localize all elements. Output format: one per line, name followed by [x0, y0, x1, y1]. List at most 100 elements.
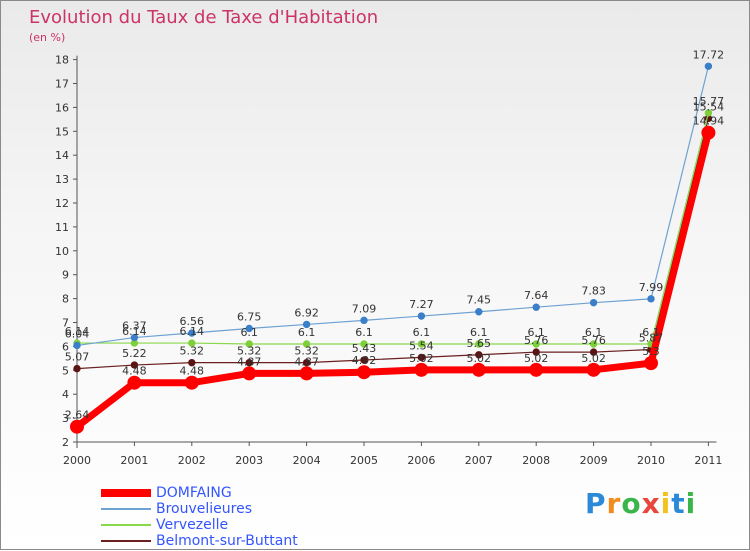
data-label-vervezelle: 6.1 — [240, 326, 258, 339]
legend-swatch-vervezelle — [101, 524, 151, 526]
y-tick-label: 16 — [55, 101, 69, 114]
legend-label-domfaing: DOMFAING — [156, 485, 232, 501]
y-tick-label: 10 — [55, 245, 69, 258]
data-label-belmont-sur-buttant: 5.07 — [65, 351, 90, 364]
data-label-vervezelle: 6.1 — [413, 326, 431, 339]
data-point-vervezelle — [245, 340, 253, 348]
data-label-belmont-sur-buttant: 5.22 — [122, 347, 147, 360]
data-label-belmont-sur-buttant: 5.65 — [467, 337, 492, 350]
data-point-vervezelle — [532, 340, 540, 348]
data-label-vervezelle: 6.1 — [642, 326, 660, 339]
data-point-domfaing — [299, 366, 314, 381]
y-tick-label: 9 — [62, 269, 69, 282]
data-label-vervezelle: 6.1 — [470, 326, 488, 339]
data-point-belmont-sur-buttant — [532, 348, 540, 356]
x-tick-label: 2001 — [120, 454, 148, 467]
data-label-belmont-sur-buttant: 5.32 — [180, 345, 205, 358]
series-line-belmont-sur-buttant — [76, 118, 709, 370]
data-label-brouvelieures: 7.99 — [639, 281, 664, 294]
legend-item-belmont-sur-buttant[interactable]: Belmont-sur-Buttant — [101, 533, 361, 549]
data-label-brouvelieures: 6.04 — [65, 327, 90, 340]
data-point-domfaing — [529, 362, 544, 377]
x-tick-label: 2010 — [637, 454, 665, 467]
data-label-domfaing: 5.3 — [642, 345, 660, 358]
data-point-domfaing — [701, 125, 716, 140]
data-label-brouvelieures: 7.64 — [524, 289, 549, 302]
data-point-brouvelieures — [130, 333, 139, 342]
data-point-brouvelieures — [188, 329, 196, 337]
logo-letter: o — [621, 487, 642, 520]
data-point-domfaing — [471, 362, 486, 377]
y-tick-label: 12 — [55, 197, 69, 210]
x-tick-label: 2003 — [235, 454, 263, 467]
logo-letter: P — [585, 487, 607, 520]
chart-title: Evolution du Taux de Taxe d'Habitation — [29, 7, 379, 28]
data-label-vervezelle: 6.1 — [355, 326, 373, 339]
data-label-belmont-sur-buttant: 5.43 — [352, 342, 377, 355]
data-label-domfaing: 5.02 — [524, 352, 549, 365]
data-label-vervezelle: 15.77 — [693, 95, 725, 108]
data-label-domfaing: 4.48 — [180, 365, 205, 378]
data-point-belmont-sur-buttant — [589, 348, 598, 356]
data-label-domfaing: 4.87 — [237, 355, 262, 368]
data-point-belmont-sur-buttant — [245, 358, 253, 367]
data-point-brouvelieures — [704, 62, 713, 70]
data-point-domfaing — [127, 375, 142, 390]
y-tick-label: 14 — [55, 149, 69, 162]
logo-letter: r — [606, 487, 622, 520]
data-label-brouvelieures: 6.37 — [122, 320, 147, 333]
data-point-belmont-sur-buttant — [188, 358, 196, 367]
x-tick-label: 2006 — [407, 454, 435, 467]
data-label-brouvelieures: 7.09 — [352, 302, 377, 315]
x-tick-label: 2008 — [522, 454, 550, 467]
data-point-domfaing — [357, 365, 371, 380]
data-label-domfaing: 4.87 — [294, 355, 319, 368]
proxiti-logo[interactable]: Proxiti — [585, 487, 696, 520]
data-point-brouvelieures — [73, 341, 81, 350]
data-label-belmont-sur-buttant: 5.32 — [294, 345, 319, 358]
series-line-vervezelle — [77, 112, 709, 345]
data-label-domfaing: 2.64 — [65, 409, 90, 422]
y-tick-label: 3 — [62, 412, 69, 425]
data-label-belmont-sur-buttant: 5.76 — [581, 334, 606, 347]
data-label-domfaing: 14.94 — [693, 115, 725, 128]
legend-label-belmont-sur-buttant: Belmont-sur-Buttant — [156, 533, 298, 549]
data-label-belmont-sur-buttant: 15.54 — [693, 100, 725, 113]
data-point-brouvelieures — [532, 303, 540, 311]
y-tick-label: 17 — [55, 78, 69, 91]
data-point-vervezelle — [302, 340, 311, 348]
series-line-brouvelieures — [76, 66, 709, 347]
x-tick-label: 2007 — [465, 454, 493, 467]
data-label-vervezelle: 6.1 — [298, 326, 316, 339]
y-tick-label: 2 — [62, 436, 69, 449]
legend-swatch-belmont-sur-buttant — [101, 540, 151, 542]
legend-item-brouvelieures[interactable]: Brouvelieures — [101, 501, 361, 517]
data-label-belmont-sur-buttant: 5.87 — [639, 332, 664, 345]
logo-letter: t — [671, 487, 686, 520]
data-point-vervezelle — [475, 340, 483, 348]
data-label-domfaing: 5.02 — [581, 352, 606, 365]
legend-item-domfaing[interactable]: DOMFAING — [101, 485, 361, 501]
data-point-belmont-sur-buttant — [475, 351, 483, 359]
data-label-domfaing: 5.02 — [409, 352, 434, 365]
y-tick-label: 11 — [55, 221, 69, 234]
data-point-domfaing — [70, 419, 84, 434]
data-point-brouvelieures — [589, 298, 598, 307]
data-point-brouvelieures — [417, 312, 426, 320]
data-label-belmont-sur-buttant: 5.54 — [409, 339, 434, 352]
data-label-brouvelieures: 7.27 — [409, 298, 434, 311]
data-point-belmont-sur-buttant — [360, 356, 368, 364]
x-tick-label: 2004 — [293, 454, 321, 467]
legend-item-vervezelle[interactable]: Vervezelle — [101, 517, 361, 533]
data-point-belmont-sur-buttant — [130, 361, 139, 369]
y-tick-label: 6 — [62, 340, 69, 353]
data-label-domfaing: 4.48 — [122, 365, 147, 378]
legend-swatch-brouvelieures — [101, 508, 151, 510]
y-tick-label: 15 — [55, 125, 69, 138]
y-tick-label: 13 — [55, 173, 69, 186]
data-label-brouvelieures: 6.75 — [237, 310, 262, 323]
data-point-domfaing — [644, 356, 658, 371]
data-point-vervezelle — [188, 339, 196, 347]
data-point-domfaing — [242, 366, 257, 381]
